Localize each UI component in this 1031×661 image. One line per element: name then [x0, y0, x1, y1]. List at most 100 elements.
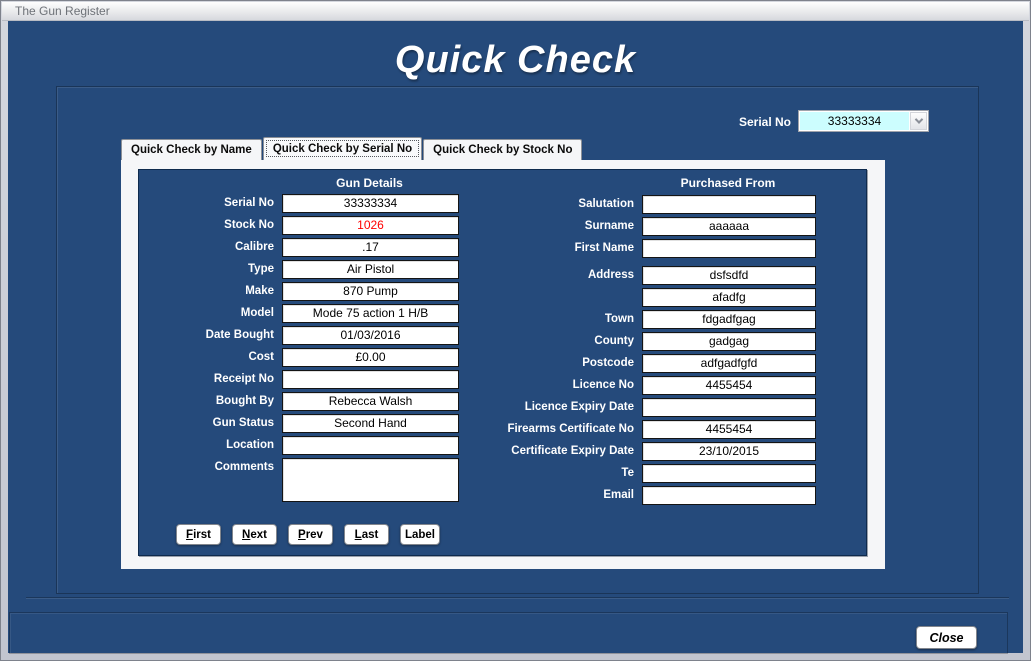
purchased-licence-no-input[interactable]: 4455454	[642, 376, 816, 395]
purchased-surname-input[interactable]: aaaaaa	[642, 217, 816, 236]
main-frame	[56, 86, 979, 594]
chevron-down-icon	[914, 115, 923, 124]
purchased-county-input[interactable]: gadgag	[642, 332, 816, 351]
purchased-certificate-expiry-date-input[interactable]: 23/10/2015	[642, 442, 816, 461]
record-nav-buttons: First Next Prev Last Label	[176, 524, 440, 545]
next-button[interactable]: Next	[232, 524, 277, 545]
gun-receipt-no-input[interactable]	[282, 370, 459, 389]
field-row: Licence Expiry Date	[486, 398, 816, 417]
field-row: Gun Status Second Hand	[142, 414, 462, 433]
serial-no-label: Serial No	[224, 197, 274, 209]
comments-label: Comments	[214, 461, 274, 473]
gun-serial-no-input[interactable]: 33333334	[282, 194, 459, 213]
field-row: Cost £0.00	[142, 348, 462, 367]
purchased-salutation-input[interactable]	[642, 195, 816, 214]
salutation-label: Salutation	[578, 198, 634, 210]
calibre-label: Calibre	[235, 241, 274, 253]
address-label: Address	[587, 269, 634, 281]
te-label: Te	[621, 467, 634, 479]
tab-quick-check-by-serial-no[interactable]: Quick Check by Serial No	[262, 137, 423, 160]
gun-location-input[interactable]	[282, 436, 459, 455]
field-row: County gadgag	[486, 332, 816, 351]
footer-frame	[9, 612, 1008, 654]
gun-type-input[interactable]: Air Pistol	[282, 260, 459, 279]
details-panel: Gun Details Purchased From Serial No 3333…	[138, 169, 867, 556]
field-row: Location	[142, 436, 462, 455]
serial-no-dropdown-button[interactable]	[910, 112, 927, 130]
field-row: Town fdgadfgag	[486, 310, 816, 329]
window-titlebar[interactable]: The Gun Register	[2, 2, 1029, 21]
field-row: Surname aaaaaa	[486, 217, 816, 236]
tab-quick-check-by-name[interactable]: Quick Check by Name	[121, 139, 262, 160]
gun-gun-status-input[interactable]: Second Hand	[282, 414, 459, 433]
field-row: Salutation	[486, 195, 816, 214]
frame-divider	[26, 597, 1009, 599]
field-row: Stock No 1026	[142, 216, 462, 235]
field-row: Address dsfsdfd	[486, 266, 816, 285]
tab-bar: Quick Check by Name Quick Check by Serial…	[121, 137, 583, 160]
cost-label: Cost	[248, 351, 274, 363]
address-line-2-label	[486, 288, 634, 307]
field-row: Date Bought 01/03/2016	[142, 326, 462, 345]
field-row: Receipt No	[142, 370, 462, 389]
field-row: Make 870 Pump	[142, 282, 462, 301]
purchased-licence-expiry-date-input[interactable]	[642, 398, 816, 417]
email-label: Email	[603, 489, 634, 501]
field-row: Calibre .17	[142, 238, 462, 257]
gun-cost-input[interactable]: £0.00	[282, 348, 459, 367]
purchased-email-input[interactable]	[642, 486, 816, 505]
county-label: County	[594, 335, 634, 347]
field-row: Serial No 33333334	[142, 194, 462, 213]
serial-no-value[interactable]: 33333334	[800, 112, 909, 130]
gun-calibre-input[interactable]: .17	[282, 238, 459, 257]
last-button[interactable]: Last	[344, 524, 389, 545]
gun-model-input[interactable]: Mode 75 action 1 H/B	[282, 304, 459, 323]
gun-details-fields: Serial No 33333334 Stock No 1026 Calibre .17 T…	[142, 194, 462, 505]
purchased-first-name-input[interactable]	[642, 239, 816, 258]
field-row: Postcode adfgadfgfd	[486, 354, 816, 373]
field-row: Certificate Expiry Date 23/10/2015	[486, 442, 816, 461]
licence-no-label: Licence No	[572, 379, 634, 391]
purchased-address-input[interactable]: dsfsdfd	[642, 266, 816, 285]
serial-no-label: Serial No	[738, 115, 791, 129]
gun-bought-by-input[interactable]: Rebecca Walsh	[282, 392, 459, 411]
first-name-label: First Name	[574, 242, 634, 254]
serial-no-select[interactable]: 33333334	[798, 110, 929, 132]
licence-expiry-date-label: Licence Expiry Date	[524, 401, 634, 413]
field-row: Comments	[142, 458, 462, 502]
close-button[interactable]: Close	[916, 626, 977, 649]
field-row: Type Air Pistol	[142, 260, 462, 279]
tab-page: Gun Details Purchased From Serial No 3333…	[121, 160, 885, 569]
tab-quick-check-by-stock-no[interactable]: Quick Check by Stock No	[423, 139, 583, 160]
date-bought-label: Date Bought	[205, 329, 274, 341]
label-button[interactable]: Label	[400, 524, 440, 545]
purchased-address-line-2-input[interactable]: afadfg	[642, 288, 816, 307]
gun-stock-no-input[interactable]: 1026	[282, 216, 459, 235]
gun-date-bought-input[interactable]: 01/03/2016	[282, 326, 459, 345]
make-label: Make	[245, 285, 274, 297]
gun-make-input[interactable]: 870 Pump	[282, 282, 459, 301]
field-row: Email	[486, 486, 816, 505]
stock-no-label: Stock No	[224, 219, 274, 231]
firearms-certificate-no-label: Firearms Certificate No	[507, 423, 634, 435]
town-label: Town	[604, 313, 634, 325]
gun-comments-input[interactable]	[282, 458, 459, 502]
purchased-town-input[interactable]: fdgadfgag	[642, 310, 816, 329]
prev-button[interactable]: Prev	[288, 524, 333, 545]
purchased-te-input[interactable]	[642, 464, 816, 483]
bought-by-label: Bought By	[215, 395, 274, 407]
purchased-postcode-input[interactable]: adfgadfgfd	[642, 354, 816, 373]
gun-status-label: Gun Status	[212, 417, 274, 429]
postcode-label: Postcode	[582, 357, 634, 369]
field-row: Firearms Certificate No 4455454	[486, 420, 816, 439]
certificate-expiry-date-label: Certificate Expiry Date	[511, 445, 634, 457]
field-row: Te	[486, 464, 816, 483]
first-button[interactable]: First	[176, 524, 221, 545]
page-title: Quick Check	[394, 39, 637, 81]
field-row: Bought By Rebecca Walsh	[142, 392, 462, 411]
receipt-no-label: Receipt No	[213, 373, 274, 385]
field-row: Licence No 4455454	[486, 376, 816, 395]
purchased-from-header: Purchased From	[680, 176, 776, 190]
purchased-firearms-certificate-no-input[interactable]: 4455454	[642, 420, 816, 439]
field-row: afadfg	[486, 288, 816, 307]
